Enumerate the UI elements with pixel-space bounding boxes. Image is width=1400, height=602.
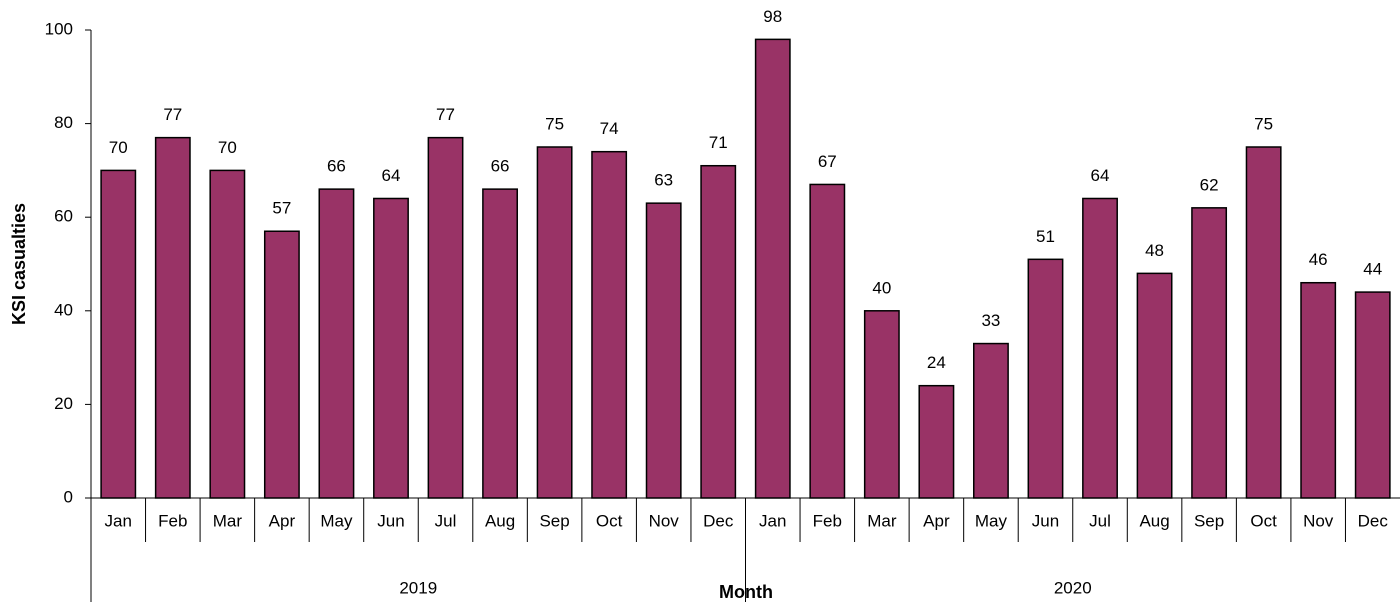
x-tick-label: Oct (1250, 511, 1277, 530)
bar (427, 136, 464, 499)
x-tick-label: May (320, 511, 353, 530)
x-tick-label: Feb (813, 511, 842, 530)
x-tick-label: Jan (759, 511, 786, 530)
bar (1245, 146, 1282, 499)
bar (100, 169, 137, 499)
bar (700, 164, 737, 499)
bar (645, 202, 682, 499)
group-label: 2020 (1054, 578, 1092, 597)
value-label: 24 (927, 353, 946, 372)
value-label: 62 (1200, 175, 1219, 194)
bar (1082, 197, 1118, 499)
x-tick-label: Feb (158, 511, 187, 530)
x-tick-label: Jan (105, 511, 132, 530)
bar (918, 384, 955, 499)
x-tick-label: Apr (269, 511, 296, 530)
bar (1354, 291, 1391, 499)
value-label: 70 (218, 138, 237, 157)
value-label: 57 (272, 199, 291, 218)
value-label: 66 (327, 157, 346, 176)
bar (1191, 207, 1228, 499)
x-tick-label: Mar (213, 511, 243, 530)
y-axis-title: KSI casualties (9, 203, 29, 325)
value-label: 40 (872, 278, 891, 297)
bar (318, 188, 355, 499)
bar (591, 150, 628, 499)
y-tick-label: 60 (54, 207, 73, 226)
bar (373, 197, 409, 499)
bar (809, 183, 846, 499)
x-tick-label: Nov (649, 511, 680, 530)
x-tick-label: May (975, 511, 1008, 530)
bar (1027, 258, 1064, 499)
value-label: 66 (491, 157, 510, 176)
value-label: 75 (545, 114, 564, 133)
bar (863, 310, 900, 499)
value-label: 98 (763, 7, 782, 26)
x-tick-label: Jul (1089, 511, 1111, 530)
value-label: 64 (382, 166, 401, 185)
x-tick-label: Mar (867, 511, 897, 530)
value-label: 64 (1091, 166, 1110, 185)
y-tick-label: 100 (45, 19, 73, 38)
value-label: 70 (109, 138, 128, 157)
y-tick-label: 0 (64, 487, 73, 506)
value-label: 44 (1363, 260, 1382, 279)
bar (154, 136, 191, 499)
value-label: 77 (163, 105, 182, 124)
bar (1300, 281, 1337, 499)
value-label: 48 (1145, 241, 1164, 260)
x-tick-label: Dec (1358, 511, 1389, 530)
y-tick-label: 40 (54, 300, 73, 319)
y-tick-label: 20 (54, 394, 73, 413)
x-tick-label: Oct (596, 511, 623, 530)
bar (482, 188, 518, 499)
value-label: 63 (654, 171, 673, 190)
x-tick-label: Aug (1139, 511, 1169, 530)
x-tick-label: Sep (539, 511, 569, 530)
x-tick-label: Dec (703, 511, 734, 530)
value-label: 67 (818, 152, 837, 171)
value-label: 71 (709, 133, 728, 152)
x-tick-label: Nov (1303, 511, 1334, 530)
x-tick-label: Jun (1032, 511, 1059, 530)
value-label: 33 (981, 311, 1000, 330)
x-tick-label: Aug (485, 511, 515, 530)
bar (754, 38, 791, 499)
value-label: 74 (600, 119, 619, 138)
value-label: 46 (1309, 250, 1328, 269)
y-tick-label: 80 (54, 113, 73, 132)
x-tick-label: Jul (435, 511, 457, 530)
value-label: 51 (1036, 227, 1055, 246)
x-tick-label: Jun (377, 511, 404, 530)
x-tick-label: Apr (923, 511, 950, 530)
value-label: 77 (436, 105, 455, 124)
bar (209, 169, 246, 499)
bar (263, 230, 300, 499)
value-label: 75 (1254, 114, 1273, 133)
bar (536, 146, 573, 499)
group-label: 2019 (399, 578, 437, 597)
bar (1136, 272, 1173, 499)
bar (973, 342, 1009, 499)
x-tick-label: Sep (1194, 511, 1224, 530)
